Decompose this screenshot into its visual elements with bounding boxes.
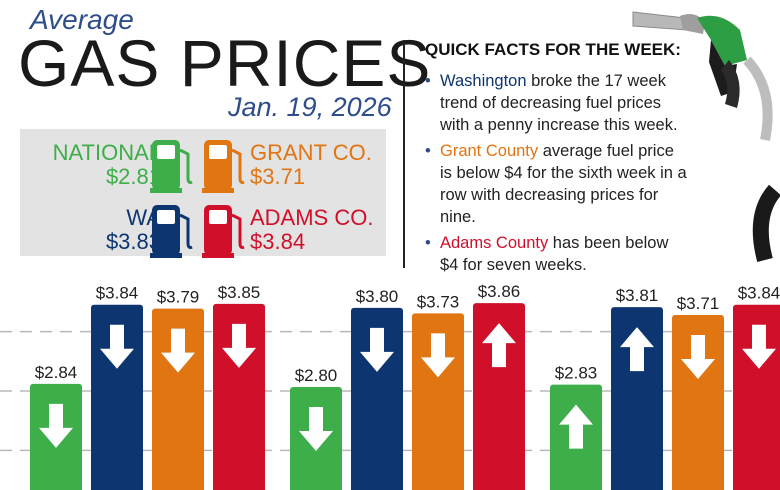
quick-fact-text: average fuel price is below $4 for the s… bbox=[440, 142, 687, 226]
quick-fact-text: broke the 17 week trend of decreasing fu… bbox=[440, 72, 678, 134]
arrow-down-icon bbox=[421, 333, 455, 378]
bar-value-label: $3.84 bbox=[738, 284, 780, 303]
bar-value-label: $3.80 bbox=[356, 287, 399, 306]
quick-fact-highlight: Washington bbox=[440, 72, 527, 90]
vertical-divider bbox=[403, 40, 405, 268]
arrow-down-icon bbox=[299, 407, 333, 452]
grant-pump-icon bbox=[202, 140, 245, 193]
quick-fact-highlight: Grant County bbox=[440, 142, 539, 160]
bar-value-label: $3.73 bbox=[417, 292, 460, 311]
bar-value-label: $3.86 bbox=[478, 282, 521, 301]
national-pump-icon bbox=[150, 140, 193, 193]
price-panel: NATIONAL $2.81 GRANT CO. $3.71 WA $3.83 … bbox=[20, 129, 386, 258]
arrow-down-icon bbox=[742, 324, 776, 369]
quick-facts-title: QUICK FACTS FOR THE WEEK: bbox=[425, 40, 681, 59]
kicker-average: Average bbox=[30, 4, 134, 35]
adams-label: ADAMS CO. bbox=[250, 205, 374, 230]
bar-wa bbox=[611, 307, 663, 490]
wa-pump-icon bbox=[150, 205, 193, 258]
national-label: NATIONAL bbox=[52, 140, 161, 165]
bar-chart: $2.84 $3.84 $3.79 $3.85 $2.80 $3.80 $3.73 $3.86… bbox=[0, 282, 780, 490]
quick-fact-item: • Grant County average fuel price is belo… bbox=[425, 142, 687, 226]
arrow-up-icon bbox=[620, 327, 654, 372]
bar-value-label: $3.79 bbox=[157, 288, 200, 307]
grant-label: GRANT CO. bbox=[250, 140, 372, 165]
quick-fact-item: • Washington broke the 17 week trend of d… bbox=[425, 72, 678, 134]
quick-facts-list: • Washington broke the 17 week trend of d… bbox=[425, 70, 690, 280]
arrow-down-icon bbox=[681, 335, 715, 380]
bar-value-label: $3.81 bbox=[616, 286, 659, 305]
arrow-down-icon bbox=[39, 403, 73, 448]
bar-value-label: $2.84 bbox=[35, 363, 78, 382]
arrow-down-icon bbox=[360, 327, 394, 372]
bar-value-label: $2.80 bbox=[295, 366, 338, 385]
arrow-down-icon bbox=[100, 324, 134, 369]
page-title: GAS PRICES bbox=[18, 26, 432, 100]
grant-block: GRANT CO. $3.71 bbox=[250, 141, 372, 189]
bar-value-label: $3.71 bbox=[677, 294, 720, 313]
adams-block: ADAMS CO. $3.84 bbox=[250, 206, 373, 254]
wa-price: $3.83 bbox=[105, 229, 161, 254]
bar-value-label: $3.84 bbox=[96, 284, 139, 303]
bar-adams-co bbox=[473, 303, 525, 490]
quick-fact-text: has been below $4 for seven weeks. bbox=[440, 234, 669, 274]
arrow-up-icon bbox=[482, 323, 516, 368]
national-price: $2.81 bbox=[105, 164, 161, 189]
quick-fact-item: • Adams County has been below $4 for seve… bbox=[425, 234, 669, 274]
gas-nozzle-icon bbox=[632, 11, 780, 263]
adams-price: $3.84 bbox=[250, 229, 306, 254]
national-block: NATIONAL $2.81 bbox=[53, 141, 161, 189]
arrow-down-icon bbox=[161, 328, 195, 373]
quick-fact-highlight: Adams County bbox=[440, 234, 549, 252]
bar-value-label: $2.83 bbox=[555, 364, 598, 383]
date-label: Jan. 19, 2026 bbox=[228, 92, 392, 122]
arrow-down-icon bbox=[222, 323, 256, 368]
adams-pump-icon bbox=[202, 205, 245, 258]
grant-price: $3.71 bbox=[250, 164, 306, 189]
bar-grant-co bbox=[672, 315, 724, 490]
bar-value-label: $3.85 bbox=[218, 283, 261, 302]
arrow-up-icon bbox=[559, 404, 593, 449]
